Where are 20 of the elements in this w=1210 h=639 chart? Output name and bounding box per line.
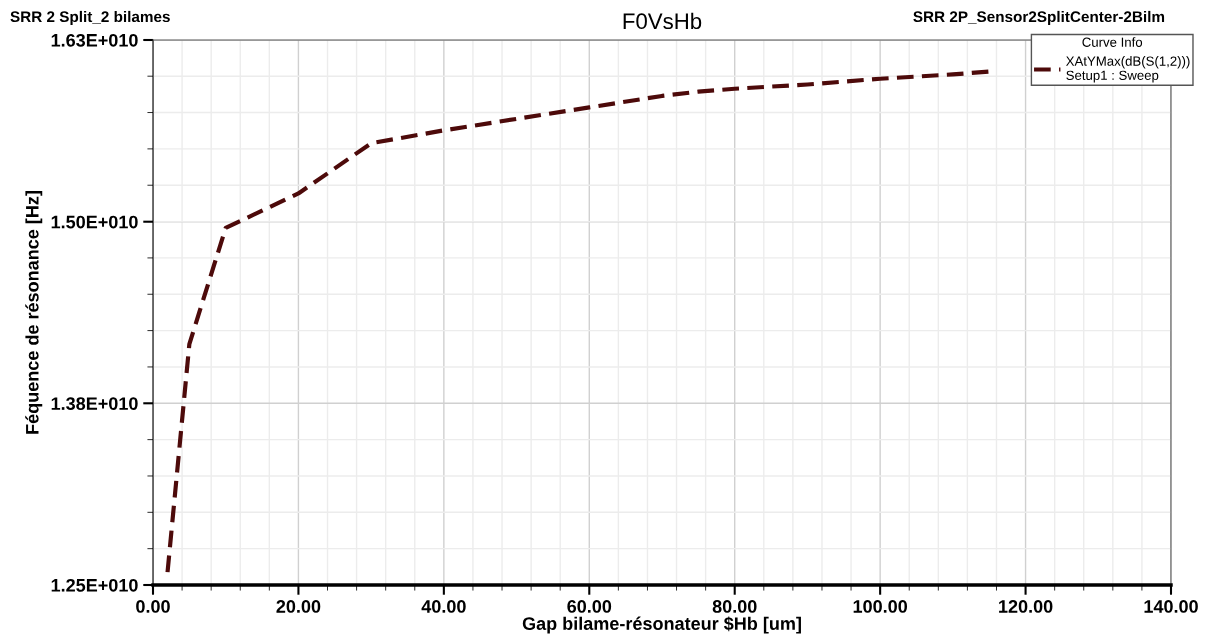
legend-label: XAtYMax(dB(S(1,2))) Setup1 : Sweep	[1066, 56, 1190, 83]
text: SRR 2P_Sensor2SplitCenter-2Bilm	[913, 10, 1165, 26]
y-tick-label: 1.50E+010	[51, 215, 138, 229]
x-tick-label: 120.00	[999, 600, 1053, 613]
x-tick-label: 80.00	[712, 600, 757, 613]
text: SRR 2 Split_2 bilames	[10, 10, 170, 26]
x-axis-title: Gap bilame-résonateur $Hb [um]	[522, 616, 801, 634]
y-tick-label: 1.25E+010	[51, 578, 138, 592]
x-tick-label: 20.00	[276, 600, 321, 613]
x-tick-label: 0.00	[136, 600, 170, 613]
line-series	[165, 69, 992, 575]
y-tick-label: 1.38E+010	[51, 397, 138, 411]
x-tick-label: 100.00	[853, 600, 908, 613]
y-axis-title: Féquence de résonance [Hz]	[25, 191, 43, 434]
x-tick-label: 60.00	[567, 600, 612, 613]
x-tick-label: 40.00	[421, 600, 466, 613]
y-tick-label: 1.63E+010	[51, 33, 138, 47]
x-tick-label: 140.00	[1144, 600, 1198, 613]
chart-title: F0VsHb	[623, 12, 702, 30]
legend-title: Curve Info	[1082, 37, 1143, 47]
